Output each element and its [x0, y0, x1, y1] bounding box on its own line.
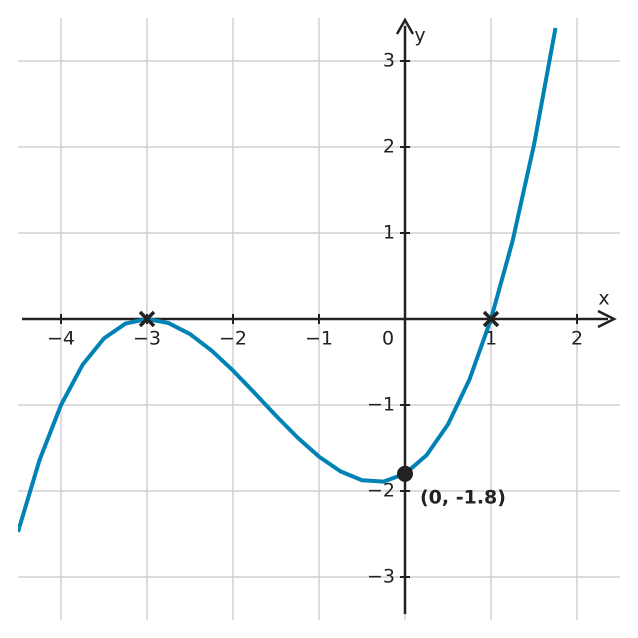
y-tick-label: 2 — [383, 136, 395, 158]
y-axis-arrow — [395, 17, 415, 35]
x-tick-label: −3 — [133, 328, 161, 350]
curve — [18, 27, 558, 533]
root-marker — [138, 310, 156, 328]
y-tick-label: 3 — [383, 50, 395, 72]
point-marker — [397, 465, 413, 482]
point-label: (0, -1.8) — [420, 486, 506, 508]
y-axis-label: y — [414, 25, 425, 47]
x-tick-label: −4 — [47, 328, 75, 350]
y-tick-label: −3 — [367, 566, 395, 588]
y-tick-label: −2 — [367, 480, 395, 502]
x-axis-arrow — [597, 309, 617, 329]
x-tick-label: 2 — [571, 328, 583, 350]
y-tick-label: −1 — [367, 394, 395, 416]
root-marker — [482, 310, 500, 328]
x-tick-label: −1 — [305, 328, 333, 350]
x-axis-label: x — [598, 288, 609, 310]
y-tick-label: 1 — [383, 222, 395, 244]
x-tick-label: 0 — [382, 328, 394, 350]
x-tick-label: −2 — [219, 328, 247, 350]
